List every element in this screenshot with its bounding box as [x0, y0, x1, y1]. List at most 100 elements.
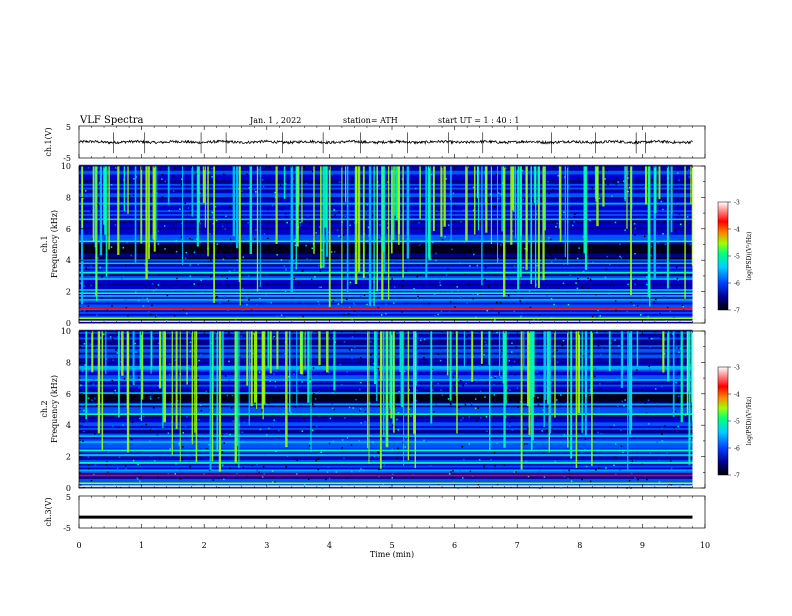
spec-sferic [382, 166, 385, 253]
spec-speckle [521, 312, 523, 315]
spec-speckle [265, 486, 268, 488]
spec-speckle [211, 198, 214, 200]
spec-speckle [521, 261, 524, 264]
spec-speckle [336, 229, 339, 231]
spec-speckle [383, 464, 386, 467]
spec-speckle [637, 478, 639, 481]
spec-sferic [123, 166, 125, 211]
spec-speckle [599, 383, 601, 385]
spec-speckle [525, 461, 528, 463]
spec-speckle [438, 213, 440, 215]
spec-speckle [597, 408, 600, 410]
spec-speckle [594, 367, 597, 370]
spec-speckle [83, 285, 86, 287]
spec-sferic [529, 331, 532, 408]
spec-speckle [490, 458, 492, 461]
x-tick-label: 6 [452, 541, 457, 550]
spec-sferic [127, 166, 129, 214]
spec-speckle [261, 210, 264, 212]
spec-sferic [246, 331, 249, 386]
spec-speckle [265, 227, 267, 230]
spec-speckle [689, 224, 691, 227]
spec-speckle [392, 424, 394, 427]
spec-speckle [594, 375, 596, 378]
spec-speckle [290, 411, 292, 414]
spec-speckle [124, 459, 127, 462]
spec-speckle [631, 250, 634, 253]
spec-speckle [536, 224, 539, 226]
spec-speckle [418, 243, 420, 246]
spec-speckle [626, 276, 629, 279]
spec-speckle [309, 378, 312, 380]
spec-speckle [79, 309, 81, 312]
spec-speckle [228, 332, 230, 334]
spec-row [79, 296, 693, 299]
spec-speckle [509, 425, 511, 427]
spec-row [79, 189, 693, 192]
ch3-waveform-panel: 5 -5 ch.3(V) [44, 493, 706, 533]
spec-speckle [496, 442, 499, 444]
spec-sferic [570, 331, 573, 459]
spec-speckle [206, 448, 208, 450]
spec-sferic [608, 331, 611, 372]
spec-speckle [419, 304, 422, 307]
spec-row [79, 206, 693, 209]
spec-speckle [172, 190, 175, 192]
spec-speckle [306, 258, 308, 260]
colorbar-tick-label: -7 [734, 308, 740, 315]
spec-speckle [88, 467, 90, 470]
spec-sferic [186, 331, 188, 385]
spec-speckle [144, 263, 146, 266]
spec-speckle [497, 192, 500, 194]
spec-speckle [663, 295, 665, 298]
spec-speckle [90, 480, 93, 482]
spec-sferic [584, 166, 588, 270]
spec-speckle [604, 276, 607, 279]
spec-speckle [646, 184, 649, 187]
spec-sferic [202, 166, 206, 204]
spec-speckle [451, 290, 453, 292]
x-axis-label: Time (min) [370, 550, 414, 559]
spec-speckle [469, 265, 471, 267]
spec-speckle [362, 380, 364, 383]
spec-speckle [364, 420, 366, 423]
spec-band [79, 262, 693, 265]
spec-speckle [155, 314, 158, 317]
spec-speckle [272, 424, 275, 427]
spec-speckle [628, 186, 631, 189]
spec-speckle [350, 414, 353, 417]
spec-speckle [123, 221, 125, 224]
spec-speckle [481, 363, 484, 365]
spec-speckle [189, 341, 192, 343]
spec-speckle [181, 178, 183, 181]
spec-speckle [301, 430, 304, 432]
spec-sferic [95, 166, 97, 297]
spec-speckle [194, 210, 197, 213]
spec-row [79, 241, 693, 245]
spec-speckle [607, 183, 609, 186]
spec-sferic [275, 166, 278, 244]
spec-speckle [664, 243, 667, 246]
spec-sferic [688, 331, 691, 465]
spec-speckle [331, 173, 333, 176]
spec-speckle [210, 259, 212, 262]
spec-speckle [576, 287, 579, 290]
spec-speckle [405, 353, 407, 355]
spec-speckle [239, 456, 242, 458]
spec-speckle [83, 342, 86, 345]
spec-speckle [79, 282, 82, 284]
spec-speckle [107, 471, 109, 473]
spec-speckle [557, 174, 559, 177]
spec-speckle [661, 433, 663, 435]
spec-speckle [615, 473, 617, 476]
ch1-spec-ylabel-freq: Frequency (kHz) [50, 210, 59, 278]
spec-speckle [116, 467, 119, 470]
spec-speckle [303, 319, 306, 322]
spec-speckle [294, 406, 297, 408]
spec-speckle [467, 283, 470, 286]
spec-speckle [633, 223, 636, 225]
spec-speckle [139, 417, 141, 420]
spec-speckle [360, 422, 362, 424]
spec-speckle [312, 367, 315, 369]
spec-speckle [189, 290, 192, 293]
